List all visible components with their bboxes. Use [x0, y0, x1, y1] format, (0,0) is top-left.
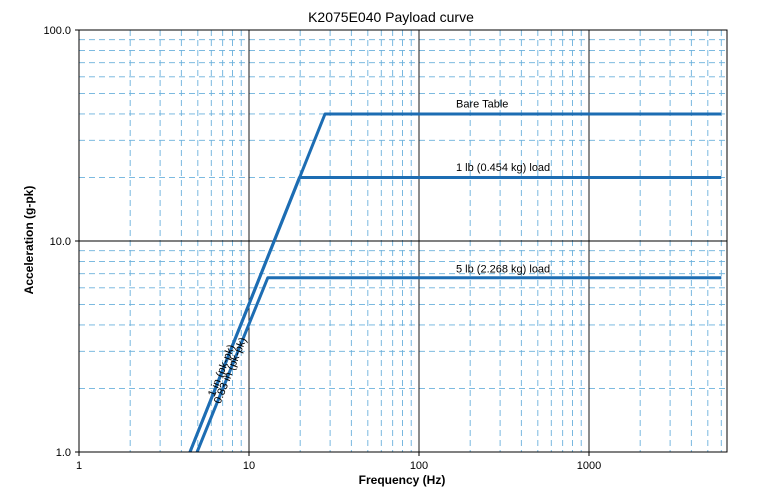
annotation-label: 1 lb (0.454 kg) load — [456, 162, 550, 174]
y-tick-label: 10.0 — [50, 236, 71, 248]
x-tick-label: 1 — [76, 460, 82, 472]
x-tick-label: 10 — [243, 460, 255, 472]
x-axis-label: Frequency (Hz) — [359, 473, 446, 487]
x-axis-ticks: 1 10 100 1000 — [76, 452, 601, 472]
y-axis-label: Acceleration (g-pk) — [22, 186, 36, 295]
y-axis-ticks: 1.0 10.0 100.0 — [43, 25, 79, 459]
major-gridlines — [79, 30, 727, 452]
y-tick-label: 1.0 — [56, 447, 71, 459]
y-tick-label: 100.0 — [43, 25, 71, 37]
series-line-3 — [195, 276, 722, 453]
series-lines — [188, 112, 722, 453]
series-line-2 — [188, 176, 722, 453]
x-tick-label: 100 — [410, 460, 428, 472]
chart-title: K2075E040 Payload curve — [308, 9, 474, 25]
annotation-label: 5 lb (2.268 kg) load — [456, 263, 550, 275]
x-tick-label: 1000 — [577, 460, 601, 472]
annotation-label: Bare Table — [456, 98, 508, 110]
